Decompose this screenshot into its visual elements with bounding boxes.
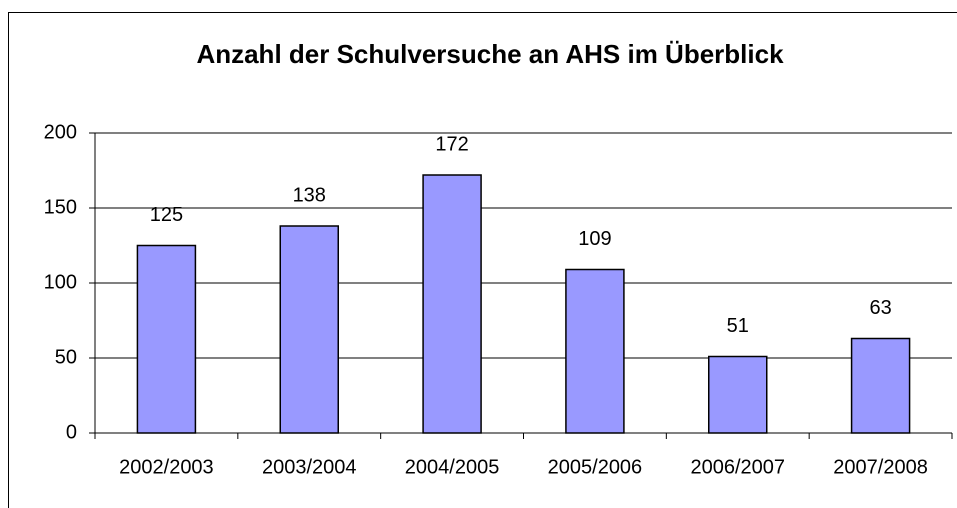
data-label: 125 <box>150 204 183 226</box>
y-tick-label: 100 <box>44 271 77 293</box>
bar <box>708 355 768 434</box>
data-label: 138 <box>293 184 326 206</box>
bar <box>136 244 197 434</box>
data-label: 51 <box>727 315 749 337</box>
y-tick-label: 50 <box>55 346 77 368</box>
bar <box>279 225 339 434</box>
bar <box>422 174 482 434</box>
x-tick-label: 2002/2003 <box>119 456 214 478</box>
x-tick-label: 2003/2004 <box>262 456 357 478</box>
data-label: 172 <box>435 133 468 155</box>
x-tick-label: 2005/2006 <box>548 456 643 478</box>
y-tick-label: 200 <box>44 121 77 143</box>
x-tick-label: 2004/2005 <box>405 456 500 478</box>
x-tick-label: 2007/2008 <box>833 456 928 478</box>
data-label: 109 <box>578 228 611 250</box>
x-tick-label: 2006/2007 <box>690 456 785 478</box>
y-tick-label: 150 <box>44 196 77 218</box>
y-tick-label: 0 <box>66 421 77 443</box>
bar <box>565 268 625 434</box>
data-label: 63 <box>869 297 891 319</box>
bar <box>850 337 911 434</box>
chart-title: Anzahl der Schulversuche an AHS im Überb… <box>196 39 784 69</box>
